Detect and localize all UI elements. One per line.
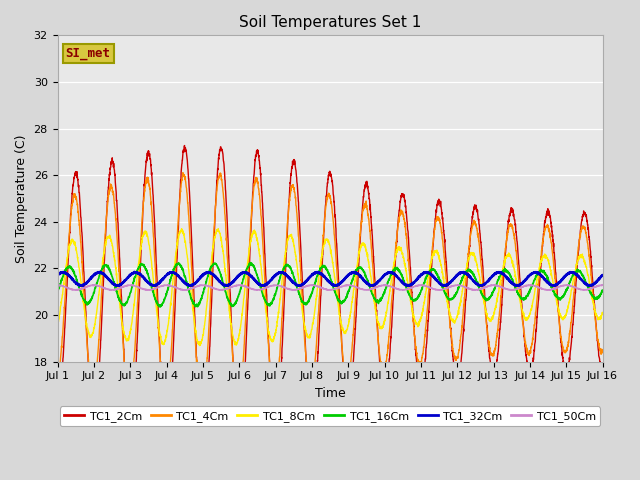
TC1_16Cm (246, 260, 254, 265)
TC1_8Cm (598, 312, 606, 317)
TC1_4Cm (179, 170, 187, 176)
TC1_4Cm (530, 329, 538, 335)
TC1_8Cm (196, 343, 204, 348)
TC1_16Cm (530, 280, 538, 286)
TC1_4Cm (588, 286, 596, 292)
TC1_32Cm (530, 270, 538, 276)
TC1_2Cm (598, 367, 606, 373)
TC1_2Cm (588, 274, 596, 279)
Line: TC1_8Cm: TC1_8Cm (58, 228, 602, 346)
Legend: TC1_2Cm, TC1_4Cm, TC1_8Cm, TC1_16Cm, TC1_32Cm, TC1_50Cm: TC1_2Cm, TC1_4Cm, TC1_8Cm, TC1_16Cm, TC1… (60, 407, 600, 426)
TC1_8Cm (263, 315, 271, 321)
TC1_8Cm (148, 266, 156, 272)
Line: TC1_50Cm: TC1_50Cm (58, 285, 602, 290)
Line: TC1_32Cm: TC1_32Cm (58, 272, 602, 286)
TC1_50Cm (530, 283, 538, 288)
TC1_16Cm (116, 298, 124, 303)
TC1_16Cm (157, 304, 164, 310)
TC1_50Cm (262, 284, 270, 290)
Line: TC1_2Cm: TC1_2Cm (58, 145, 602, 442)
TC1_2Cm (180, 143, 188, 148)
Y-axis label: Soil Temperature (C): Soil Temperature (C) (15, 134, 28, 263)
TC1_50Cm (286, 287, 294, 292)
TC1_50Cm (399, 288, 406, 293)
TC1_32Cm (187, 283, 195, 289)
TC1_50Cm (344, 282, 351, 288)
TC1_2Cm (287, 177, 294, 182)
TC1_50Cm (54, 282, 61, 288)
TC1_50Cm (148, 287, 156, 292)
TC1_50Cm (598, 282, 606, 288)
TC1_8Cm (54, 322, 61, 327)
TC1_50Cm (116, 285, 124, 291)
TC1_16Cm (588, 293, 596, 299)
TC1_8Cm (287, 233, 294, 239)
TC1_4Cm (148, 211, 156, 217)
TC1_8Cm (530, 297, 538, 302)
TC1_2Cm (199, 439, 207, 444)
TC1_4Cm (598, 348, 606, 354)
TC1_32Cm (588, 282, 596, 288)
TC1_4Cm (198, 403, 206, 409)
TC1_32Cm (54, 273, 61, 278)
TC1_4Cm (54, 377, 61, 383)
TC1_32Cm (96, 269, 104, 275)
Text: SI_met: SI_met (66, 47, 111, 60)
TC1_4Cm (116, 280, 124, 286)
TC1_16Cm (263, 300, 271, 306)
TC1_16Cm (54, 289, 61, 295)
TC1_16Cm (287, 265, 294, 271)
TC1_32Cm (598, 272, 606, 278)
TC1_8Cm (214, 226, 222, 231)
TC1_50Cm (588, 285, 596, 291)
X-axis label: Time: Time (315, 387, 346, 400)
TC1_4Cm (263, 314, 271, 320)
TC1_2Cm (116, 256, 124, 262)
TC1_32Cm (263, 281, 271, 287)
TC1_16Cm (148, 286, 156, 292)
TC1_32Cm (148, 282, 156, 288)
Title: Soil Temperatures Set 1: Soil Temperatures Set 1 (239, 15, 421, 30)
TC1_2Cm (148, 176, 156, 181)
Line: TC1_16Cm: TC1_16Cm (58, 263, 602, 307)
TC1_8Cm (588, 294, 596, 300)
TC1_16Cm (598, 288, 606, 293)
TC1_2Cm (263, 299, 271, 305)
TC1_4Cm (287, 191, 294, 196)
TC1_2Cm (530, 357, 538, 362)
TC1_32Cm (116, 282, 124, 288)
TC1_8Cm (116, 301, 124, 307)
TC1_2Cm (54, 402, 61, 408)
Line: TC1_4Cm: TC1_4Cm (58, 173, 602, 406)
TC1_32Cm (287, 276, 294, 282)
